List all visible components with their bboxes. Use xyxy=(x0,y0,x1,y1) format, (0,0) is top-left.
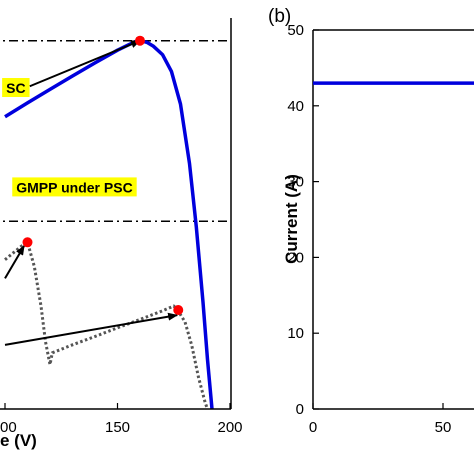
series-line-1 xyxy=(4,240,209,409)
y-tick-label: 10 xyxy=(287,325,304,342)
panel-a: 00 150 200 e (V) SC GMPP under PSC xyxy=(0,18,243,450)
svg-text:SC: SC xyxy=(6,80,25,96)
y-tick-label: 30 xyxy=(287,174,304,191)
x-tick-label: 50 xyxy=(435,419,452,436)
y-tick-label: 50 xyxy=(287,22,304,39)
series-line-0 xyxy=(4,38,214,409)
annotation-arrow-2 xyxy=(4,312,179,346)
x-tick-label: 00 xyxy=(0,419,17,436)
x-tick-label: 0 xyxy=(309,419,317,436)
y-tick-label: 0 xyxy=(296,401,304,418)
panel-b-y-axis-label: Current (A) xyxy=(282,174,301,264)
y-tick-label: 40 xyxy=(287,98,304,115)
y-tick-label: 20 xyxy=(287,249,304,266)
x-tick-label: 200 xyxy=(217,419,242,436)
x-tick-label: 150 xyxy=(105,419,130,436)
annotation-arrow-0 xyxy=(29,39,141,88)
annotation-label-1: GMPP under PSC xyxy=(12,177,137,197)
mpp-marker-1 xyxy=(22,237,33,248)
mpp-marker-2 xyxy=(173,305,184,315)
mpp-marker-0 xyxy=(135,35,145,46)
annotation-label-0: SC xyxy=(2,78,30,98)
panel-b: (b) 0 10 20 30 40 50 0 50 Current (A) xyxy=(268,6,474,436)
svg-text:GMPP under PSC: GMPP under PSC xyxy=(16,179,132,195)
annotation-arrow-1 xyxy=(4,244,25,279)
panel-b-label: (b) xyxy=(268,6,291,27)
panel-a-x-axis-label: e (V) xyxy=(0,431,37,450)
